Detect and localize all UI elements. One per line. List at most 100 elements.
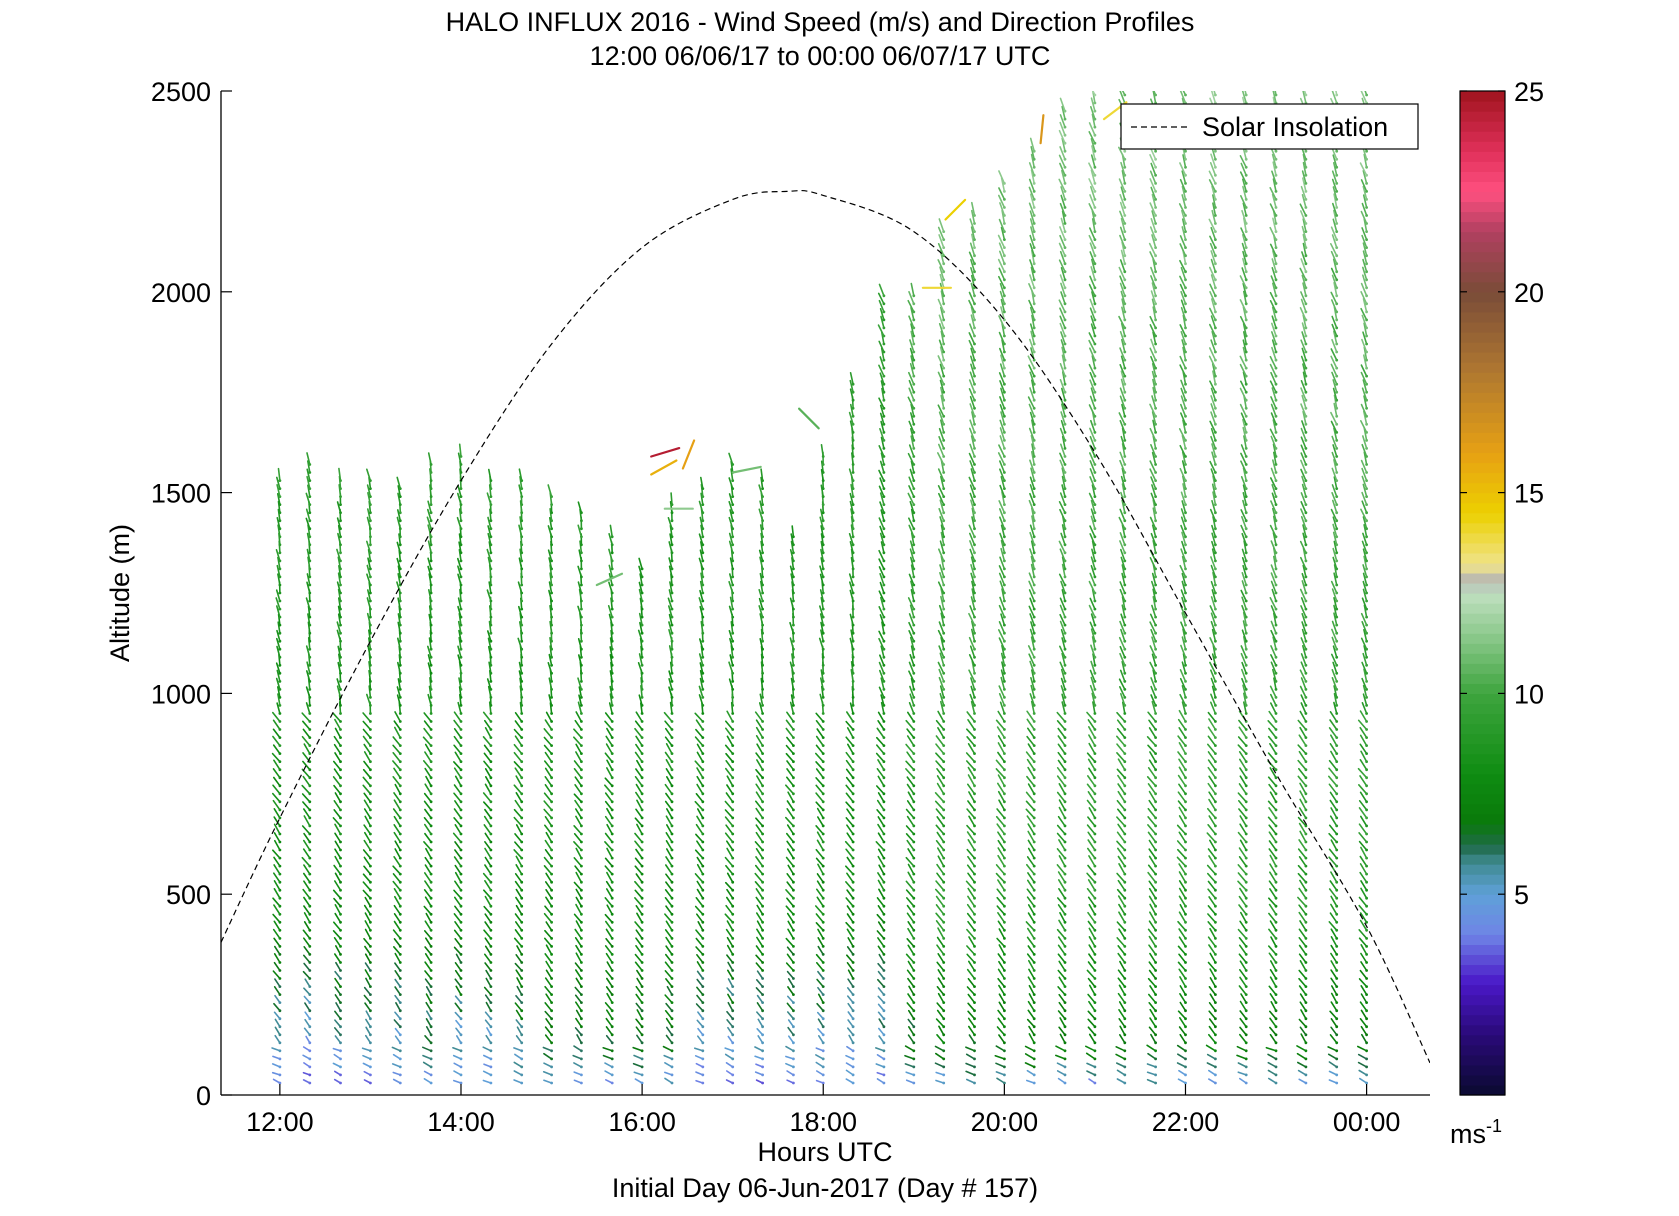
wind-vector	[787, 986, 795, 996]
wind-vector	[879, 477, 885, 490]
wind-vector	[276, 669, 281, 683]
wind-vector	[754, 841, 764, 851]
wind-vector	[1060, 194, 1066, 209]
wind-vector-base	[942, 479, 946, 482]
wind-vector-base	[640, 680, 644, 683]
wind-vector-base	[308, 607, 312, 611]
wind-vector-base	[792, 945, 795, 948]
wind-vector	[879, 356, 885, 369]
wind-vector-base	[973, 479, 976, 482]
wind-vector-base	[398, 736, 402, 739]
wind-vector	[1119, 451, 1126, 466]
wind-vector-base	[973, 920, 976, 924]
wind-vector-base	[308, 511, 312, 515]
wind-vector	[758, 597, 764, 610]
wind-vector-base	[429, 551, 433, 555]
wind-vector	[1092, 91, 1096, 96]
wind-vector-base	[398, 527, 402, 531]
wind-vector-base	[339, 607, 342, 611]
wind-vector-base	[1093, 631, 1097, 635]
wind-vector	[996, 888, 1006, 900]
wind-vector	[845, 776, 854, 787]
wind-vector	[755, 807, 764, 819]
wind-vector-base	[550, 663, 553, 667]
wind-vector	[908, 573, 915, 586]
wind-vector-base	[792, 824, 795, 828]
wind-vector	[937, 355, 945, 369]
wind-vector	[458, 629, 462, 643]
wind-vector	[878, 669, 885, 683]
wind-vector	[362, 889, 372, 900]
wind-vector-base	[459, 535, 463, 539]
wind-vector-base	[1032, 768, 1036, 772]
wind-vector-base	[942, 784, 946, 788]
wind-vector	[999, 419, 1006, 434]
wind-vector	[1026, 735, 1035, 747]
wind-vector	[724, 800, 734, 811]
wind-vector-base	[459, 816, 463, 820]
wind-vector	[908, 701, 915, 715]
wind-vector-base	[670, 1017, 674, 1021]
wind-vector-base	[1063, 680, 1067, 683]
wind-vector	[303, 864, 311, 875]
wind-vector-base	[1123, 342, 1127, 346]
wind-vector-base	[882, 487, 886, 490]
wind-vector	[970, 572, 976, 586]
wind-vector	[936, 863, 945, 875]
wind-vector-base	[520, 712, 524, 715]
wind-vector-base	[580, 527, 583, 531]
wind-vector-base	[1093, 214, 1097, 217]
wind-vector	[848, 532, 854, 546]
wind-vector	[545, 831, 553, 843]
wind-vector-base	[942, 471, 946, 474]
wind-vector-base	[308, 768, 312, 772]
wind-vector-base	[398, 953, 402, 956]
wind-vector	[998, 1034, 1006, 1044]
wind-vector	[423, 889, 432, 900]
wind-vector-base	[1123, 937, 1127, 940]
wind-vector	[635, 993, 643, 1004]
wind-vector-base	[1093, 752, 1097, 755]
wind-vector	[484, 840, 492, 851]
wind-vector	[543, 864, 553, 875]
wind-vector	[815, 784, 825, 795]
wind-vector-base	[489, 937, 493, 940]
wind-vector	[578, 686, 583, 699]
wind-vector-base	[973, 736, 976, 739]
wind-vector-base	[398, 688, 402, 691]
wind-vector-base	[369, 527, 372, 531]
wind-vector-base	[1032, 1009, 1036, 1013]
wind-vector	[303, 920, 311, 932]
wind-vector-base	[520, 631, 524, 635]
wind-vector	[877, 292, 885, 305]
wind-vector	[937, 548, 945, 562]
wind-vector-base	[731, 1065, 735, 1069]
wind-vector	[967, 1017, 976, 1028]
wind-vector-base	[821, 896, 825, 900]
wind-vector-base	[1093, 447, 1097, 450]
wind-vector-base	[973, 294, 976, 298]
wind-vector	[786, 872, 795, 884]
wind-vector-base	[973, 583, 976, 587]
wind-vector	[820, 468, 825, 482]
wind-vector-base	[1003, 230, 1006, 234]
wind-vector-base	[429, 607, 433, 611]
wind-vector	[273, 759, 281, 771]
wind-vector-base	[278, 671, 282, 675]
wind-vector	[879, 572, 885, 586]
wind-vector-base	[369, 704, 372, 707]
wind-vector-base	[942, 1041, 946, 1045]
wind-vector	[999, 363, 1006, 377]
wind-vector	[965, 1046, 976, 1052]
wind-vector	[878, 590, 885, 602]
wind-vector	[876, 978, 885, 988]
wind-vector-base	[973, 607, 976, 611]
wind-vector	[573, 857, 583, 867]
wind-vector	[1119, 685, 1126, 699]
wind-vector-base	[429, 1017, 433, 1021]
wind-vector-base	[1063, 1017, 1067, 1021]
wind-vector	[1087, 758, 1096, 771]
wind-vector	[273, 985, 281, 996]
wind-vector-base	[973, 945, 976, 948]
wind-vector-base	[731, 744, 735, 747]
